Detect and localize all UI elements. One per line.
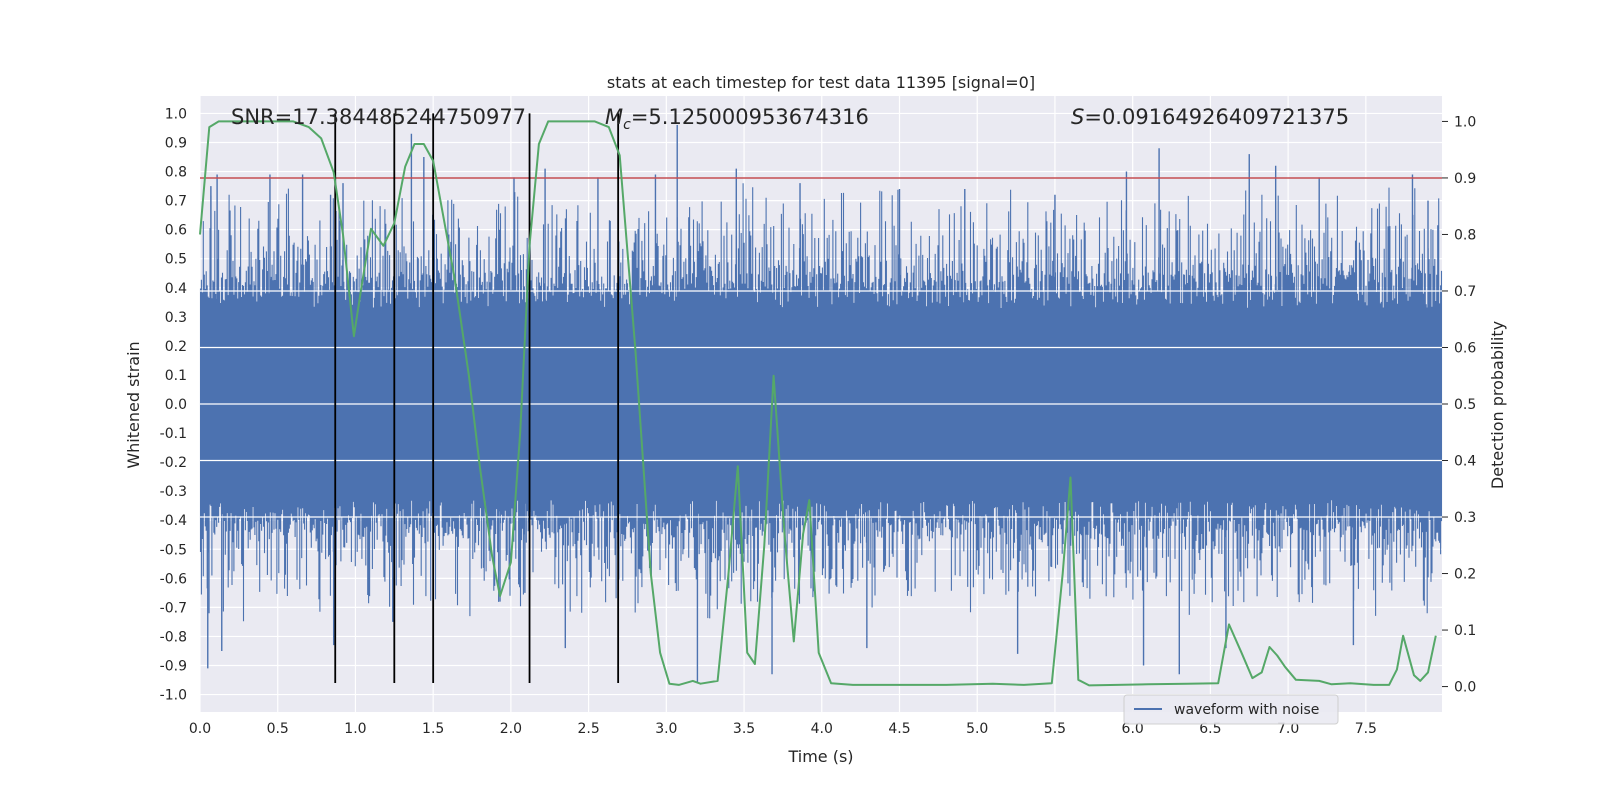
x-tick-label: 3.5 [733,721,755,737]
x-tick-label: 0.5 [267,721,289,737]
y-axis-label-right: Detection probability [1488,321,1507,489]
y-right-tick-label: 0.2 [1454,567,1476,583]
x-tick-label: 1.5 [422,721,444,737]
x-tick-label: 7.0 [1277,721,1299,737]
y-left-tick-label: 0.4 [165,281,187,297]
y-left-tick-label: -0.7 [160,600,187,616]
y-left-tick-label: -0.1 [160,426,187,442]
x-axis-ticks: 0.0 0.5 1.0 1.5 2.0 2.5 3.0 3.5 4.0 4.5 5.0 5.5 6.0 6… [189,721,1377,737]
x-tick-label: 1.0 [344,721,366,737]
x-tick-label: 5.0 [966,721,988,737]
y-left-tick-label: -0.5 [160,542,187,558]
snr-annotation: SNR=17.384485244750977 [231,105,526,129]
y-left-tick-label: 0.3 [165,310,187,326]
chirp-mass-annotation: Mc=5.125000953674316 [605,105,869,133]
chart-title: stats at each timestep for test data 113… [607,73,1035,92]
legend-label: waveform with noise [1174,702,1319,718]
left-axis-ticks: 1.0 0.9 0.8 0.7 0.6 0.5 0.4 0.3 0.2 0.1 0.0 -0.1 -0.… [160,106,187,703]
y-right-tick-label: 0.3 [1454,510,1476,526]
y-left-tick-label: 0.0 [165,397,187,413]
y-left-tick-label: 0.9 [165,135,187,151]
x-axis-label: Time (s) [787,747,853,766]
x-tick-label: 4.5 [888,721,910,737]
right-axis-ticks: 1.0 0.9 0.8 0.7 0.6 0.5 0.4 0.3 0.2 0.1 0.0 [1442,114,1476,696]
y-right-tick-label: 0.8 [1454,227,1476,243]
y-left-tick-label: 1.0 [165,106,187,122]
y-left-tick-label: 0.5 [165,252,187,268]
y-left-tick-label: 0.7 [165,194,187,210]
y-left-tick-label: -0.3 [160,484,187,500]
y-right-tick-label: 0.0 [1454,680,1476,696]
y-right-tick-label: 0.9 [1454,171,1476,187]
legend: waveform with noise [1123,694,1339,725]
probability-line [199,120,1437,687]
y-right-tick-label: 0.5 [1454,397,1476,413]
y-left-tick-label: -1.0 [160,688,187,704]
right-axis-grid [200,290,1442,518]
x-tick-label: 5.5 [1044,721,1066,737]
x-tick-label: 2.5 [577,721,599,737]
y-left-tick-label: 0.6 [165,223,187,239]
x-tick-label: 6.5 [1199,721,1221,737]
y-left-tick-label: 0.2 [165,339,187,355]
y-right-tick-label: 1.0 [1454,114,1476,130]
y-left-tick-label: -0.9 [160,659,187,675]
probability-series [199,120,1437,687]
x-tick-label: 3.0 [655,721,677,737]
x-tick-label: 7.5 [1355,721,1377,737]
y-left-tick-label: -0.4 [160,513,187,529]
y-right-tick-label: 0.7 [1454,284,1476,300]
y-right-tick-label: 0.4 [1454,454,1476,470]
x-tick-label: 4.0 [811,721,833,737]
x-tick-label: 0.0 [189,721,211,737]
x-tick-label: 2.0 [500,721,522,737]
y-axis-label-left: Whitened strain [124,341,143,468]
y-left-tick-label: -0.2 [160,455,187,471]
y-right-tick-label: 0.1 [1454,623,1476,639]
score-annotation: S=0.09164926409721375 [1071,105,1349,129]
y-right-tick-label: 0.6 [1454,340,1476,356]
legend-box [1123,694,1339,725]
vertical-markers [334,113,620,683]
y-left-tick-label: -0.8 [160,629,187,645]
x-tick-label: 6.0 [1122,721,1144,737]
y-left-tick-label: 0.1 [165,368,187,384]
y-left-tick-label: -0.6 [160,571,187,587]
y-left-tick-label: 0.8 [165,165,187,181]
